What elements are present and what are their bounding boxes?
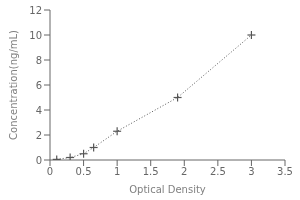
svg-text:10: 10 [29, 30, 42, 41]
svg-text:4: 4 [36, 105, 42, 116]
svg-text:12: 12 [29, 5, 42, 16]
svg-text:1.5: 1.5 [143, 166, 159, 177]
svg-text:3.5: 3.5 [277, 166, 292, 177]
svg-text:Optical Density: Optical Density [129, 184, 206, 195]
svg-text:8: 8 [36, 55, 42, 66]
svg-text:0.5: 0.5 [76, 166, 92, 177]
svg-text:0: 0 [47, 166, 53, 177]
svg-text:Concentration(ng/mL): Concentration(ng/mL) [8, 30, 19, 140]
svg-text:3: 3 [248, 166, 254, 177]
svg-text:1: 1 [114, 166, 120, 177]
svg-text:2: 2 [36, 130, 42, 141]
svg-text:6: 6 [36, 80, 42, 91]
svg-text:2: 2 [181, 166, 187, 177]
svg-text:0: 0 [36, 155, 42, 166]
svg-text:2.5: 2.5 [210, 166, 226, 177]
